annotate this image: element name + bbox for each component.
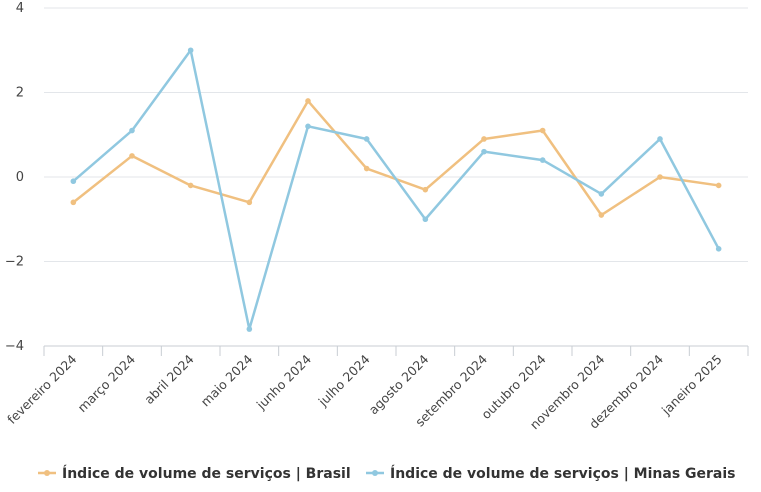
x-tick-label: janeiro 2025 xyxy=(658,352,725,419)
data-point[interactable] xyxy=(657,136,663,142)
data-point[interactable] xyxy=(539,127,546,134)
data-point[interactable] xyxy=(422,186,429,193)
data-point[interactable] xyxy=(129,127,135,134)
data-point[interactable] xyxy=(246,326,253,332)
x-tick-label: abril 2024 xyxy=(141,351,197,407)
data-point[interactable] xyxy=(246,199,253,206)
y-tick-label: 2 xyxy=(16,86,24,101)
data-point[interactable] xyxy=(305,123,311,130)
data-point[interactable] xyxy=(305,98,311,104)
x-tick-label: junho 2024 xyxy=(253,351,314,412)
data-point[interactable] xyxy=(129,153,135,159)
x-tick-label: fevereiro 2024 xyxy=(4,351,79,426)
y-tick-label: 0 xyxy=(16,170,24,185)
legend-item-0[interactable]: Índice de volume de serviços | Brasil xyxy=(38,465,351,482)
data-point[interactable] xyxy=(715,182,722,189)
data-point[interactable] xyxy=(422,216,429,223)
data-point[interactable] xyxy=(363,136,370,142)
y-tick-label: −4 xyxy=(5,339,24,354)
series-line-0 xyxy=(72,99,719,217)
x-tick-label: agosto 2024 xyxy=(366,351,432,417)
data-point[interactable] xyxy=(70,199,77,206)
data-point[interactable] xyxy=(539,157,546,163)
data-point[interactable] xyxy=(187,182,194,189)
data-point[interactable] xyxy=(715,246,722,252)
data-point[interactable] xyxy=(70,178,77,185)
data-point[interactable] xyxy=(363,165,370,172)
series-lines xyxy=(70,47,722,332)
data-point[interactable] xyxy=(481,148,487,155)
y-axis-ticks: 4 2 0 −2 −4 xyxy=(5,1,24,354)
data-point[interactable] xyxy=(598,212,605,218)
legend-item-1[interactable]: Índice de volume de serviços | Minas Ger… xyxy=(366,465,736,482)
data-point[interactable] xyxy=(657,174,663,180)
legend-swatch-marker xyxy=(372,470,378,476)
x-tick-label: julho 2024 xyxy=(315,351,373,409)
legend-label: Índice de volume de serviços | Brasil xyxy=(62,465,351,482)
data-point[interactable] xyxy=(598,191,605,197)
data-point[interactable] xyxy=(187,47,194,54)
legend-swatch-marker xyxy=(44,470,50,476)
legend: Índice de volume de serviços | Brasil Índ… xyxy=(38,465,736,482)
y-tick-label: 4 xyxy=(16,1,24,16)
series-line-1 xyxy=(72,49,720,331)
x-tick-label: março 2024 xyxy=(74,351,138,415)
data-point[interactable] xyxy=(481,136,487,142)
x-tick-label: maio 2024 xyxy=(198,351,256,409)
y-tick-label: −2 xyxy=(5,255,24,270)
legend-label: Índice de volume de serviços | Minas Ger… xyxy=(390,465,736,482)
